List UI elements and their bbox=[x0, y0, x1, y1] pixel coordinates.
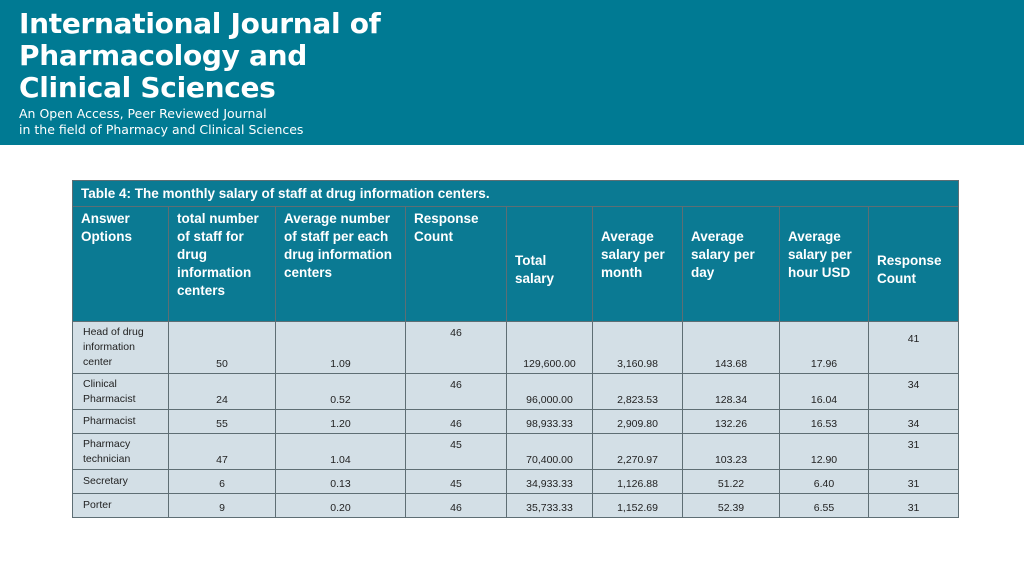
table-cell: 98,933.33 bbox=[506, 409, 593, 434]
salary-table: Table 4: The monthly salary of staff at … bbox=[71, 180, 960, 518]
table-cell: 2,270.97 bbox=[592, 433, 683, 470]
table-cell: 2,823.53 bbox=[592, 373, 683, 410]
table-cell: 34,933.33 bbox=[506, 469, 593, 494]
table-cell: 50 bbox=[168, 321, 276, 374]
table-cell: 24 bbox=[168, 373, 276, 410]
column-header: Answer Options bbox=[72, 206, 169, 322]
row-label: Porter bbox=[72, 493, 169, 518]
table-cell: 0.13 bbox=[275, 469, 406, 494]
table-cell: 46 bbox=[405, 493, 507, 518]
journal-title: International Journal of Pharmacology an… bbox=[19, 8, 381, 104]
table-cell: 17.96 bbox=[779, 321, 869, 374]
table-caption-row: Table 4: The monthly salary of staff at … bbox=[71, 180, 960, 207]
table-cell: 46 bbox=[405, 409, 507, 434]
table-caption: Table 4: The monthly salary of staff at … bbox=[71, 180, 960, 207]
table-cell: 45 bbox=[405, 433, 507, 470]
column-header: Average salary per hour USD bbox=[779, 206, 869, 322]
table-cell: 1.04 bbox=[275, 433, 406, 470]
journal-title-line: Pharmacology and bbox=[19, 39, 308, 72]
table-row: Secretary 6 0.13 45 34,933.33 1,126.88 5… bbox=[72, 469, 960, 494]
row-label: Secretary bbox=[72, 469, 169, 494]
row-label: Head of drug information center bbox=[72, 321, 169, 374]
row-label: Pharmacy technician bbox=[72, 433, 169, 470]
column-header: Average number of staff per each drug in… bbox=[275, 206, 406, 322]
table-cell: 0.20 bbox=[275, 493, 406, 518]
table-cell: 103.23 bbox=[682, 433, 780, 470]
column-header: Total salary bbox=[506, 206, 593, 322]
table-cell: 1.20 bbox=[275, 409, 406, 434]
row-label: Clinical Pharmacist bbox=[72, 373, 169, 410]
table-cell: 70,400.00 bbox=[506, 433, 593, 470]
row-label: Pharmacist bbox=[72, 409, 169, 434]
table-cell: 6.55 bbox=[779, 493, 869, 518]
journal-subtitle-line: in the field of Pharmacy and Clinical Sc… bbox=[19, 122, 304, 137]
column-header: Response Count bbox=[405, 206, 507, 322]
column-header: Average salary per day bbox=[682, 206, 780, 322]
table-cell: 143.68 bbox=[682, 321, 780, 374]
table-cell: 55 bbox=[168, 409, 276, 434]
table-row: Pharmacist 55 1.20 46 98,933.33 2,909.80… bbox=[72, 409, 960, 434]
table-cell: 46 bbox=[405, 373, 507, 410]
table-cell: 3,160.98 bbox=[592, 321, 683, 374]
table-cell: 47 bbox=[168, 433, 276, 470]
table-cell: 12.90 bbox=[779, 433, 869, 470]
column-header: Response Count bbox=[867, 206, 960, 322]
table-cell: 1.09 bbox=[275, 321, 406, 374]
table-cell: 46 bbox=[405, 321, 507, 374]
table-cell: 16.53 bbox=[779, 409, 869, 434]
journal-banner: International Journal of Pharmacology an… bbox=[0, 0, 1024, 145]
table-cell: 45 bbox=[405, 469, 507, 494]
table-cell: 132.26 bbox=[682, 409, 780, 434]
table-cell: 6.40 bbox=[779, 469, 869, 494]
column-header: Average salary per month bbox=[592, 206, 683, 322]
table-cell: 41 bbox=[867, 321, 960, 374]
table-cell: 96,000.00 bbox=[506, 373, 593, 410]
table-cell: 52.39 bbox=[682, 493, 780, 518]
table-row: Pharmacy technician 47 1.04 45 70,400.00… bbox=[72, 433, 960, 470]
table-cell: 51.22 bbox=[682, 469, 780, 494]
table-cell: 16.04 bbox=[779, 373, 869, 410]
table-cell: 1,152.69 bbox=[592, 493, 683, 518]
journal-subtitle-line: An Open Access, Peer Reviewed Journal bbox=[19, 106, 267, 121]
table-cell: 2,909.80 bbox=[592, 409, 683, 434]
table-row: Porter 9 0.20 46 35,733.33 1,152.69 52.3… bbox=[72, 493, 960, 518]
table-cell: 31 bbox=[867, 493, 960, 518]
table-cell: 31 bbox=[867, 469, 960, 494]
table-header-row: Answer Options total number of staff for… bbox=[72, 206, 960, 322]
table-cell: 31 bbox=[867, 433, 960, 470]
table-cell: 6 bbox=[168, 469, 276, 494]
journal-subtitle: An Open Access, Peer Reviewed Journal in… bbox=[19, 106, 303, 138]
table-cell: 35,733.33 bbox=[506, 493, 593, 518]
table-cell: 9 bbox=[168, 493, 276, 518]
table-cell: 34 bbox=[867, 373, 960, 410]
column-header: total number of staff for drug informati… bbox=[168, 206, 276, 322]
table-row: Clinical Pharmacist 24 0.52 46 96,000.00… bbox=[72, 373, 960, 410]
table-cell: 0.52 bbox=[275, 373, 406, 410]
table-cell: 1,126.88 bbox=[592, 469, 683, 494]
table-cell: 128.34 bbox=[682, 373, 780, 410]
table-cell: 34 bbox=[867, 409, 960, 434]
journal-title-line: International Journal of bbox=[19, 7, 381, 40]
table-row: Head of drug information center 50 1.09 … bbox=[72, 321, 960, 374]
table-cell: 129,600.00 bbox=[506, 321, 593, 374]
salary-table-container: Table 4: The monthly salary of staff at … bbox=[71, 180, 960, 518]
journal-title-line: Clinical Sciences bbox=[19, 71, 276, 104]
